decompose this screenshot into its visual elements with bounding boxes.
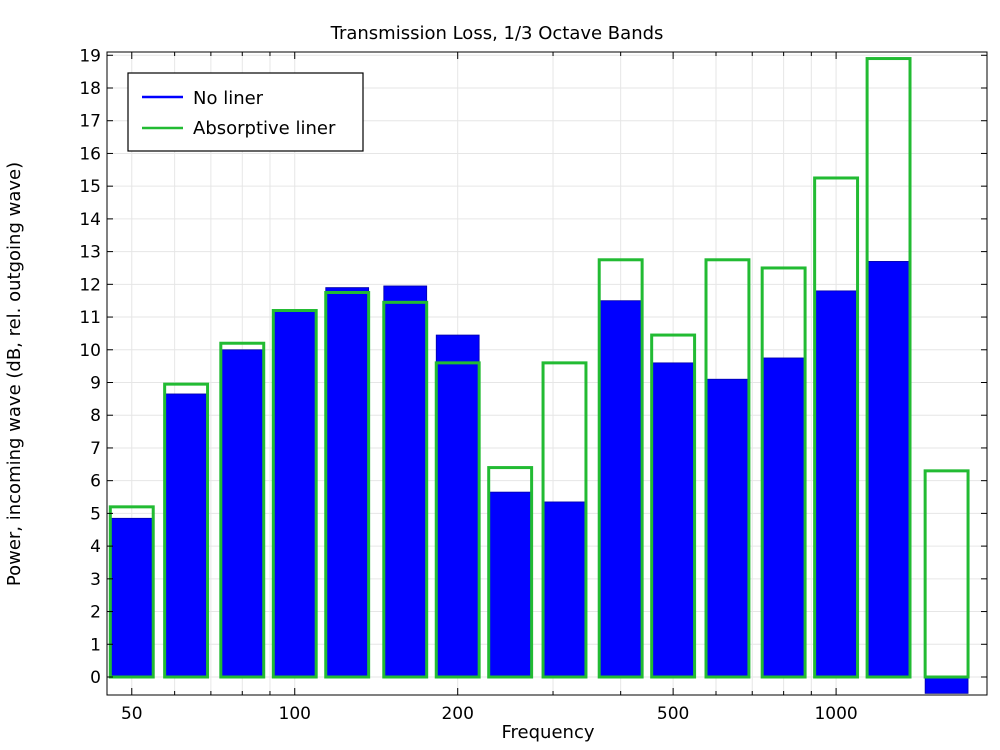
bar-absorptive-liner [219,341,266,679]
bar-no-liner [598,300,643,678]
y-tick-label: 0 [90,668,101,688]
y-tick-label: 5 [90,504,101,524]
chart-title: Transmission Loss, 1/3 Octave Bands [330,23,664,44]
bar-absorptive-liner [163,382,210,679]
y-axis-title: Power, incoming wave (dB, rel. outgoing … [4,162,25,586]
plot-frame [106,51,988,696]
bar-no-liner [272,310,317,678]
x-tick-label: 500 [657,704,689,724]
bar-absorptive-liner [324,291,371,679]
bar-absorptive-liner [487,466,534,679]
bar-no-liner [924,676,969,694]
bar-absorptive-liner [760,266,807,679]
y-tick-label: 9 [90,373,101,393]
bar-absorptive-liner [597,258,644,679]
bar-no-liner [435,334,480,678]
y-tick-label: 2 [90,603,101,623]
y-tick-label: 6 [90,472,101,492]
bar-absorptive-liner [813,176,860,679]
legend-label-no-liner: No liner [193,88,264,109]
x-tick-label: 50 [121,704,143,724]
bar-absorptive-liner [923,469,970,679]
bar-no-liner [542,501,587,678]
y-tick-label: 10 [79,341,101,361]
bar-absorptive-liner [865,57,912,679]
x-axis-title: Frequency [502,722,595,743]
bar-absorptive-liner [704,258,751,679]
y-tick-label: 12 [79,275,101,295]
y-tick-label: 11 [79,308,101,328]
bar-no-liner [761,357,806,678]
bar-absorptive-liner [108,505,155,679]
y-tick-label: 13 [79,243,101,263]
bar-no-liner [164,393,208,678]
axis-ticks [107,52,987,695]
bar-absorptive-liner [434,361,481,679]
y-tick-label: 16 [79,144,101,164]
y-tick-label: 19 [79,46,101,66]
bar-no-liner [220,349,265,678]
y-tick-label: 8 [90,406,101,426]
bar-absorptive-liner [271,309,318,679]
y-tick-label: 1 [90,635,101,655]
bar-no-liner [325,287,370,678]
bar-no-liner [488,491,533,678]
x-tick-label: 1000 [814,704,857,724]
bar-no-liner [109,517,154,678]
x-tick-label: 200 [441,704,473,724]
legend: No liner Absorptive liner [127,72,364,152]
y-tick-label: 7 [90,439,101,459]
y-tick-label: 15 [79,177,101,197]
bar-absorptive-liner [650,333,697,679]
absorptive-liner-bars [108,57,970,679]
bar-no-liner [705,378,750,678]
no-liner-bars [109,261,969,694]
bar-no-liner [383,285,428,678]
x-tick-labels: 50 100 200 500 1000 [121,704,858,724]
bar-no-liner [651,362,695,678]
y-tick-label: 3 [90,570,101,590]
bar-no-liner [814,290,858,678]
y-tick-label: 18 [79,79,101,99]
y-tick-label: 14 [79,210,101,230]
bar-no-liner [866,261,911,678]
y-tick-label: 4 [90,537,101,557]
bar-absorptive-liner [541,361,588,679]
legend-label-absorptive-liner: Absorptive liner [193,118,336,139]
y-tick-label: 17 [79,112,101,132]
x-tick-label: 100 [279,704,311,724]
bar-absorptive-liner [382,300,429,679]
legend-box [127,72,364,152]
